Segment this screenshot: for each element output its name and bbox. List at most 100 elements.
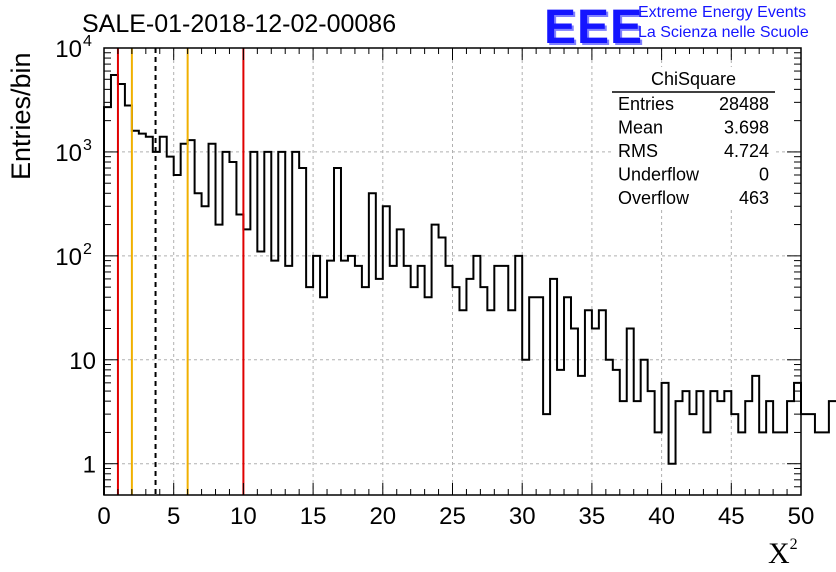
histogram-bin (209, 144, 216, 495)
histogram-bin (592, 329, 599, 495)
eee-logo-line1: Extreme Energy Events (638, 4, 807, 21)
histogram-bin (390, 266, 397, 495)
histogram-bin (132, 131, 139, 495)
x-tick-label: 15 (300, 503, 327, 530)
histogram-bin (334, 168, 341, 495)
histogram-bin (676, 401, 683, 495)
stats-row-value: 3.698 (724, 118, 769, 138)
y-tick-label: 1 (83, 452, 96, 479)
histogram-bin (243, 229, 250, 495)
x-axis-label-sup: 2 (789, 536, 798, 553)
histogram-bin (815, 432, 822, 495)
histogram-bin (362, 287, 369, 495)
histogram-bin (320, 297, 327, 495)
x-tick-label: 40 (648, 503, 675, 530)
histogram-bin (111, 75, 118, 495)
histogram-bin (766, 401, 773, 495)
x-axis-label-base: X (768, 537, 790, 570)
histogram-bin (167, 157, 174, 495)
y-tick-label: 10 (55, 36, 82, 63)
histogram-bin (306, 287, 313, 495)
histogram-bin (543, 414, 550, 495)
histogram-bin (585, 310, 592, 495)
histogram-bin (181, 144, 188, 495)
histogram-bin (355, 266, 362, 495)
histogram-bin (808, 414, 815, 495)
histogram-bin (780, 432, 787, 495)
histogram-bin (313, 256, 320, 495)
histogram-bin (439, 238, 446, 495)
histogram-bin (285, 266, 292, 495)
x-tick-label: 45 (718, 503, 745, 530)
histogram-bin (606, 360, 613, 495)
histogram-bin (188, 140, 195, 495)
histogram-bin (620, 401, 627, 495)
histogram-bin (703, 432, 710, 495)
histogram-bin (634, 401, 641, 495)
histogram-bin (446, 266, 453, 495)
histogram-bin (599, 310, 606, 495)
histogram-bin (257, 252, 264, 495)
histogram-bin (522, 360, 529, 495)
stats-box-background (612, 67, 775, 209)
histogram-bin (724, 391, 731, 495)
histogram-bin (759, 432, 766, 495)
histogram-bin (271, 261, 278, 495)
histogram-bin (341, 261, 348, 495)
histogram-bin (669, 464, 676, 495)
histogram-bin (383, 206, 390, 495)
histogram-bin (787, 401, 794, 495)
histogram-layer (103, 73, 836, 495)
histogram-bin (745, 401, 752, 495)
histogram-bin (529, 297, 536, 495)
histogram-bin (466, 279, 473, 495)
histogram-bin (578, 376, 585, 495)
histogram-bin (425, 297, 432, 495)
histogram-bin (236, 214, 243, 495)
histogram-bin (299, 168, 306, 495)
histogram-bin (550, 279, 557, 495)
stats-title: ChiSquare (651, 69, 736, 89)
histogram-bin (752, 376, 759, 495)
histogram-bin (508, 310, 515, 495)
histogram-bin (411, 287, 418, 495)
histogram-bin (125, 105, 132, 495)
x-tick-label: 25 (439, 503, 466, 530)
histogram-bin (801, 414, 808, 495)
histogram-bin (613, 370, 620, 495)
histogram-bin (404, 266, 411, 495)
histogram-bin (369, 193, 376, 495)
x-tick-label: 30 (509, 503, 536, 530)
eee-logo-mark: EEE (544, 1, 644, 54)
histogram-bin (738, 432, 745, 495)
histogram-bin (515, 256, 522, 495)
histogram-bin (536, 297, 543, 495)
histogram-bin (250, 152, 257, 495)
histogram-bin (822, 432, 829, 495)
histogram-bin (473, 256, 480, 495)
histogram-bin (216, 225, 223, 495)
histogram-bin (731, 414, 738, 495)
histogram-bin (564, 297, 571, 495)
stats-row-label: Mean (618, 118, 663, 138)
stats-row-label: Underflow (618, 165, 700, 185)
stats-row-value: 28488 (719, 94, 769, 114)
histogram-bin (229, 162, 236, 495)
chart-title: SALE-01-2018-12-02-00086 (82, 10, 397, 38)
histogram-bin (453, 287, 460, 495)
y-tick-label: 10 (55, 140, 82, 167)
y-tick-label: 10 (55, 244, 82, 271)
histogram-bin (689, 414, 696, 495)
y-tick-exponent: 3 (83, 137, 92, 154)
histogram-bin (571, 329, 578, 495)
y-tick-label: 10 (69, 348, 96, 375)
histogram-bin (773, 432, 780, 495)
histogram-bin (397, 229, 404, 495)
histogram-bin (174, 175, 181, 495)
x-tick-label: 5 (167, 503, 180, 530)
histogram-bin (160, 137, 167, 495)
x-tick-label: 20 (369, 503, 396, 530)
eee-logo-line2: La Scienza nelle Scuole (638, 24, 809, 41)
